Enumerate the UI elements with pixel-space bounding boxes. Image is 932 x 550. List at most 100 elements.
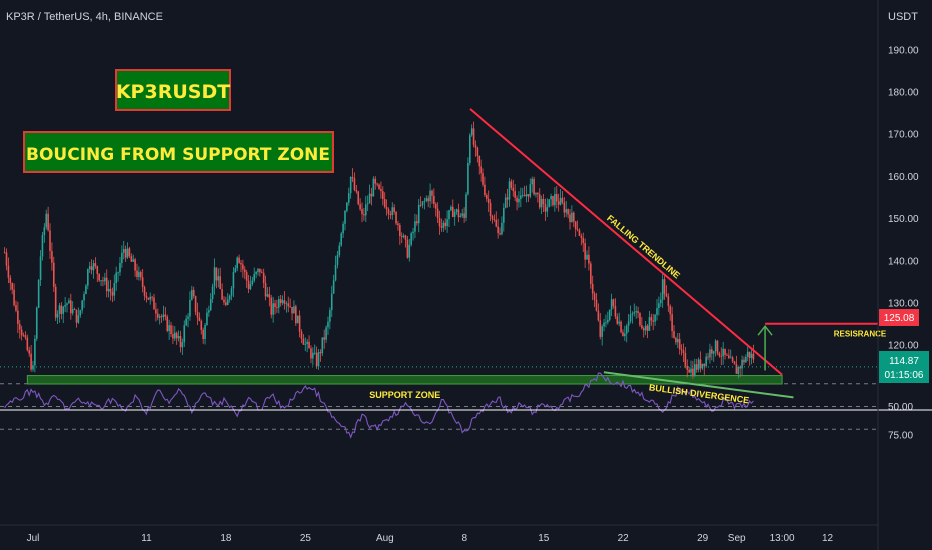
candle-body: [667, 296, 670, 306]
candle-body: [497, 226, 499, 234]
support-zone-label: SUPPORT ZONE: [369, 390, 440, 400]
candle-body: [187, 316, 189, 319]
candle-body: [300, 331, 303, 339]
candle-body: [676, 339, 679, 343]
candle-body: [512, 187, 515, 192]
candle-body: [302, 338, 305, 345]
candle-body: [567, 209, 569, 215]
candle-body: [164, 314, 167, 317]
candle-body: [342, 223, 344, 234]
resistance-label: RESISRANCE: [834, 330, 887, 339]
candle-body: [344, 210, 346, 224]
candle-body: [56, 313, 59, 318]
candle-body: [720, 355, 723, 357]
candle-body: [7, 265, 10, 278]
candle-body: [213, 267, 216, 287]
current-price-text: 114.87: [889, 356, 919, 367]
candle-body: [336, 255, 339, 265]
candle-body: [90, 266, 93, 271]
candle-body: [30, 353, 32, 370]
candle-body: [85, 285, 87, 295]
candle-body: [323, 337, 325, 340]
candle-body: [705, 356, 707, 366]
candle-body: [444, 222, 447, 227]
candle-body: [544, 204, 547, 212]
candle-body: [616, 316, 619, 324]
title-box[interactable]: KP3RUSDT: [115, 69, 231, 111]
candle-body: [121, 252, 123, 264]
candle-body: [459, 215, 462, 218]
subtitle-box[interactable]: BOUCING FROM SUPPORT ZONE: [23, 131, 334, 173]
candle-body: [209, 298, 212, 311]
candle-body: [739, 367, 741, 369]
candle-body: [501, 222, 503, 235]
candle-body: [37, 279, 40, 308]
candle-body: [503, 207, 505, 223]
candle-body: [181, 342, 184, 348]
candle-body: [115, 272, 117, 284]
candle-body: [113, 283, 116, 296]
candle-body: [270, 297, 273, 315]
candle-body: [533, 178, 535, 195]
candle-body: [107, 288, 110, 292]
candle-body: [718, 353, 721, 356]
candle-body: [189, 299, 191, 317]
candle-body: [474, 144, 477, 148]
candle-body: [24, 335, 27, 338]
candle-body: [669, 305, 672, 315]
candle-body: [20, 329, 23, 336]
candle-body: [574, 221, 577, 230]
price-tick-label: 120.00: [888, 341, 919, 352]
candle-body: [71, 309, 74, 314]
candle-body: [436, 208, 439, 219]
candle-body: [41, 235, 44, 257]
candle-body: [149, 296, 152, 300]
candle-body: [204, 325, 206, 340]
candle-body: [198, 317, 201, 321]
candle-body: [192, 289, 195, 297]
candle-body: [175, 332, 178, 339]
candle-body: [593, 293, 596, 300]
rsi-tick-label: 50.00: [888, 402, 913, 413]
candle-body: [663, 279, 666, 294]
candle-body: [465, 194, 467, 218]
candle-body: [538, 194, 541, 208]
time-axis[interactable]: Jul 11 18 25 Aug 8 15 22 29 Sep 13:00 12: [27, 533, 834, 544]
candle-body: [155, 309, 157, 314]
candle-body: [678, 339, 681, 350]
candle-body: [472, 128, 475, 145]
falling-trendline[interactable]: [469, 108, 783, 376]
candle-body: [684, 352, 687, 366]
candle-body: [491, 216, 494, 220]
candle-body: [548, 199, 551, 208]
candle-body: [650, 317, 653, 321]
bullish-divergence-line[interactable]: [603, 371, 794, 399]
candle-body: [535, 192, 537, 195]
candle-body: [661, 279, 664, 300]
candle-body: [722, 348, 724, 357]
candle-body: [419, 204, 422, 206]
price-tick-label: 150.00: [888, 214, 919, 225]
price-axis[interactable]: 120.00 130.00 140.00 150.00 160.00 170.00 180.…: [888, 45, 919, 351]
candle-body: [236, 257, 239, 269]
support-zone-rect[interactable]: [26, 375, 783, 385]
candle-body: [17, 310, 19, 325]
candle-body: [629, 314, 632, 322]
candle-body: [591, 283, 594, 294]
candle-body: [728, 355, 730, 359]
candle-body: [334, 264, 337, 281]
candle-body: [215, 267, 218, 281]
candle-body: [151, 296, 153, 298]
candle-body: [281, 300, 284, 304]
candle-body: [278, 299, 280, 308]
symbol-info[interactable]: KP3R / TetherUS, 4h, BINANCE: [6, 11, 163, 23]
candle-body: [743, 359, 745, 363]
candle-body: [711, 349, 713, 354]
candle-body: [470, 128, 473, 136]
candle-body: [701, 363, 704, 369]
candle-body: [87, 269, 89, 286]
candle-body: [194, 296, 197, 312]
candle-body: [675, 337, 677, 343]
